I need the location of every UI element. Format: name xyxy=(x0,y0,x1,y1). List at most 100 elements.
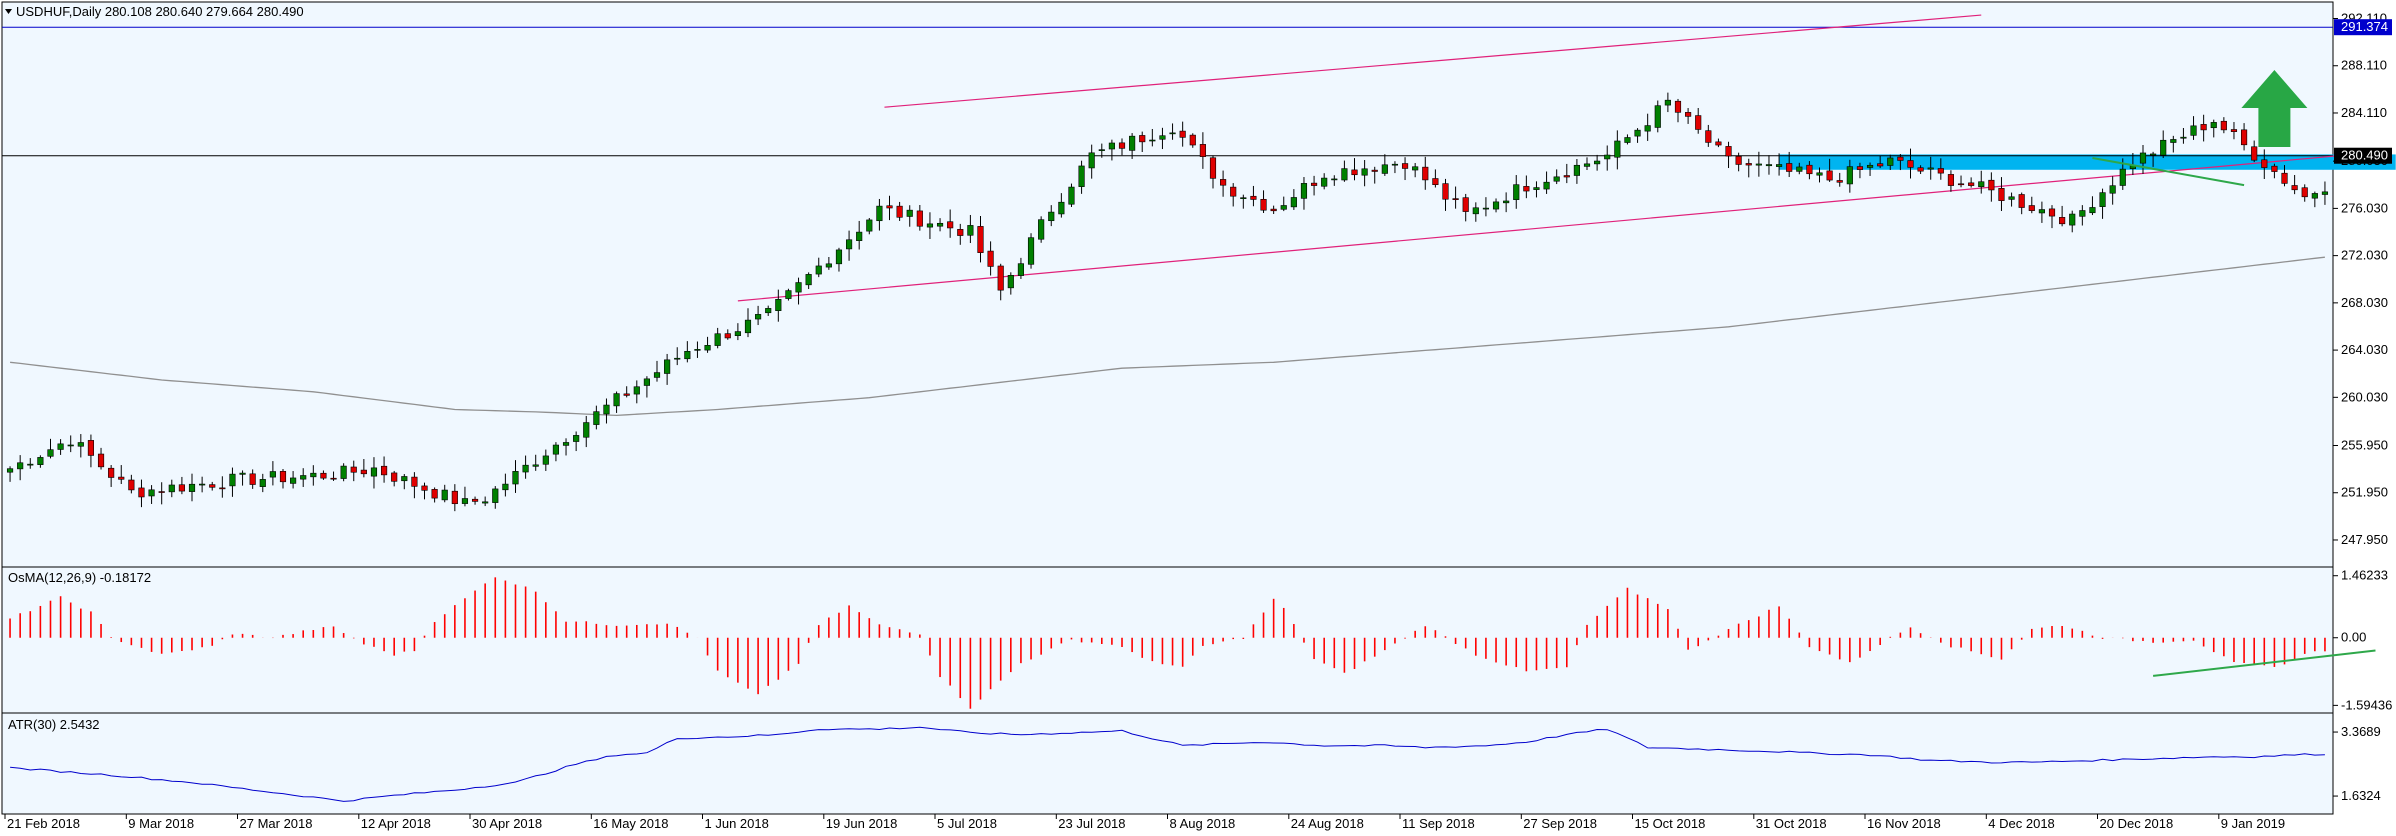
candle-body xyxy=(1725,146,1732,157)
candle-body xyxy=(1503,200,1510,204)
candle xyxy=(1361,160,1368,187)
candle xyxy=(947,209,954,238)
candle xyxy=(1341,160,1348,182)
price-panel xyxy=(1,1,2334,568)
candle-body xyxy=(1583,163,1591,167)
candle-body xyxy=(310,472,317,478)
candle xyxy=(2240,123,2248,151)
candle xyxy=(886,195,893,221)
candle-body xyxy=(1462,197,1469,212)
candle xyxy=(128,474,135,494)
candle xyxy=(2180,127,2187,144)
candle xyxy=(1017,257,1025,279)
candle-body xyxy=(340,465,347,479)
candle xyxy=(1826,158,1833,182)
candle xyxy=(219,476,226,498)
candle xyxy=(17,455,24,481)
collapse-triangle-icon[interactable] xyxy=(5,9,12,14)
candle-body xyxy=(2301,187,2308,198)
candle-body xyxy=(1695,115,1702,130)
candle xyxy=(1695,108,1702,134)
candle-body xyxy=(876,205,883,222)
candle-body xyxy=(2291,185,2298,191)
candle-body xyxy=(815,265,822,275)
x-tick-label: 9 Jan 2019 xyxy=(2221,816,2285,831)
candle-body xyxy=(2321,191,2329,195)
candle xyxy=(593,405,600,430)
candle-body xyxy=(1755,163,1762,166)
y-tick-label: 260.030 xyxy=(2341,389,2388,404)
candle xyxy=(1917,165,1924,175)
candle-body xyxy=(2119,168,2126,186)
candle-body xyxy=(2261,159,2268,168)
candle-body xyxy=(1088,152,1095,169)
candle-body xyxy=(2311,193,2318,199)
candle-body xyxy=(1230,186,1237,197)
candle-body xyxy=(977,226,984,253)
candle xyxy=(825,256,832,270)
candle-body xyxy=(37,457,44,465)
candle xyxy=(876,198,883,231)
candle-body xyxy=(148,489,155,497)
candle-body xyxy=(401,476,408,482)
candle-body xyxy=(1937,168,1944,174)
candle-body xyxy=(431,489,438,499)
y-tick-label: 288.110 xyxy=(2341,58,2387,73)
x-tick-label: 31 Oct 2018 xyxy=(1756,816,1827,831)
candle xyxy=(775,289,782,322)
candle xyxy=(199,476,206,493)
candle-body xyxy=(178,484,185,492)
candle-body xyxy=(1422,166,1429,181)
candle xyxy=(1745,158,1752,178)
candle xyxy=(97,447,105,470)
candle xyxy=(2109,176,2116,205)
candle xyxy=(2251,140,2258,163)
candle xyxy=(1290,189,1297,210)
candle-body xyxy=(1280,205,1287,210)
candle-body xyxy=(1816,172,1823,176)
candle xyxy=(1624,134,1631,145)
candle-body xyxy=(1149,139,1156,142)
candle xyxy=(2038,201,2045,223)
candle-body xyxy=(411,476,418,487)
candle-body xyxy=(1705,130,1712,143)
candle xyxy=(906,205,913,227)
candle-body xyxy=(391,472,398,482)
candle-body xyxy=(1179,130,1186,138)
candle-body xyxy=(492,488,499,503)
candle xyxy=(1988,172,1995,202)
candle xyxy=(441,484,448,503)
candle xyxy=(1199,132,1206,169)
candle-body xyxy=(704,345,711,351)
candle xyxy=(1765,155,1773,175)
candle xyxy=(1806,161,1813,180)
candle-body xyxy=(835,249,843,265)
y-tick-label: 255.950 xyxy=(2341,438,2388,453)
candle-body xyxy=(87,440,95,456)
candle xyxy=(1563,163,1570,184)
candle-body xyxy=(2018,194,2025,208)
candle xyxy=(1149,128,1156,147)
candle-body xyxy=(1331,178,1338,181)
x-tick-label: 24 Aug 2018 xyxy=(1291,816,1364,831)
candle xyxy=(1098,143,1105,158)
candle xyxy=(118,465,125,485)
candle xyxy=(401,474,408,490)
candle xyxy=(492,486,499,509)
candle xyxy=(845,230,853,261)
y-tick-label: 284.110 xyxy=(2341,105,2387,120)
candle-body xyxy=(1391,163,1399,166)
candle xyxy=(1907,148,1914,179)
candle xyxy=(542,449,549,471)
candle xyxy=(1978,170,1985,194)
candle xyxy=(1321,173,1328,190)
candle xyxy=(2139,144,2147,174)
candle-body xyxy=(380,465,388,476)
candle xyxy=(269,461,276,486)
candle-body xyxy=(653,372,661,378)
candle-body xyxy=(6,468,14,473)
candle-body xyxy=(1139,135,1146,143)
candle xyxy=(1240,194,1247,209)
candle xyxy=(1644,113,1651,141)
